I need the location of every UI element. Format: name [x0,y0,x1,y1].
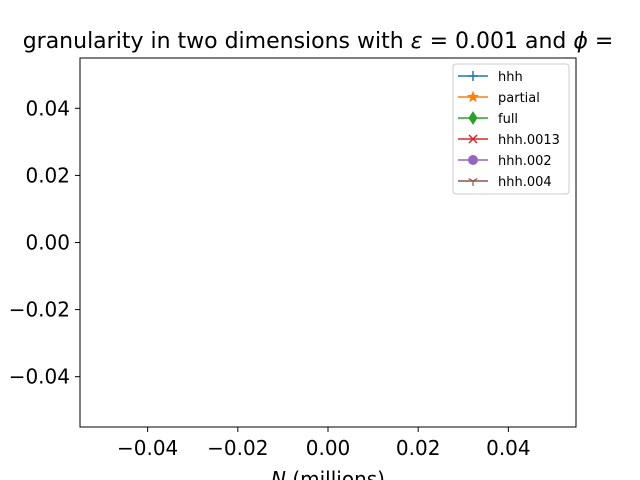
legend: hhh partial full hhh.0013 hhh.002 hhh.004 [452,63,570,195]
legend-label: hhh.004 [498,175,552,190]
legend-label: hhh.0013 [498,133,560,148]
legend-item: hhh.0013 [458,133,560,148]
legend-label: hhh [498,70,523,85]
legend-item: full [458,111,518,127]
y-axis: 0.04 0.02 0.00 −0.02 −0.04 [9,96,80,389]
chart-title: granularity in two dimensions with ε = 0… [23,29,614,54]
legend-marker-circle [468,155,478,165]
x-axis-label: N (millions) [271,467,385,480]
legend-marker-star [466,90,480,103]
x-tick-label: 0.02 [396,436,441,460]
legend-item: partial [458,90,540,106]
legend-marker-thin-diamond [468,111,478,125]
y-tick-label: 0.00 [25,231,70,255]
y-tick-label: −0.04 [9,365,70,389]
y-tick-label: 0.04 [25,96,70,120]
x-axis: −0.04 −0.02 0.00 0.02 0.04 [117,427,531,460]
x-tick-label: 0.00 [306,436,351,460]
legend-item: hhh.004 [458,175,552,190]
y-tick-label: 0.02 [25,163,70,187]
y-tick-label: −0.02 [9,298,70,322]
legend-item: hhh [458,70,523,85]
legend-item: hhh.002 [458,154,552,169]
x-tick-label: −0.04 [117,436,178,460]
legend-label: partial [498,91,540,106]
x-tick-label: −0.02 [207,436,268,460]
legend-marker-x [468,134,478,144]
legend-marker-plus [468,71,478,81]
legend-label: hhh.002 [498,154,552,169]
x-tick-label: 0.04 [486,436,531,460]
legend-marker-tri-down [468,177,478,186]
legend-label: full [498,112,518,127]
